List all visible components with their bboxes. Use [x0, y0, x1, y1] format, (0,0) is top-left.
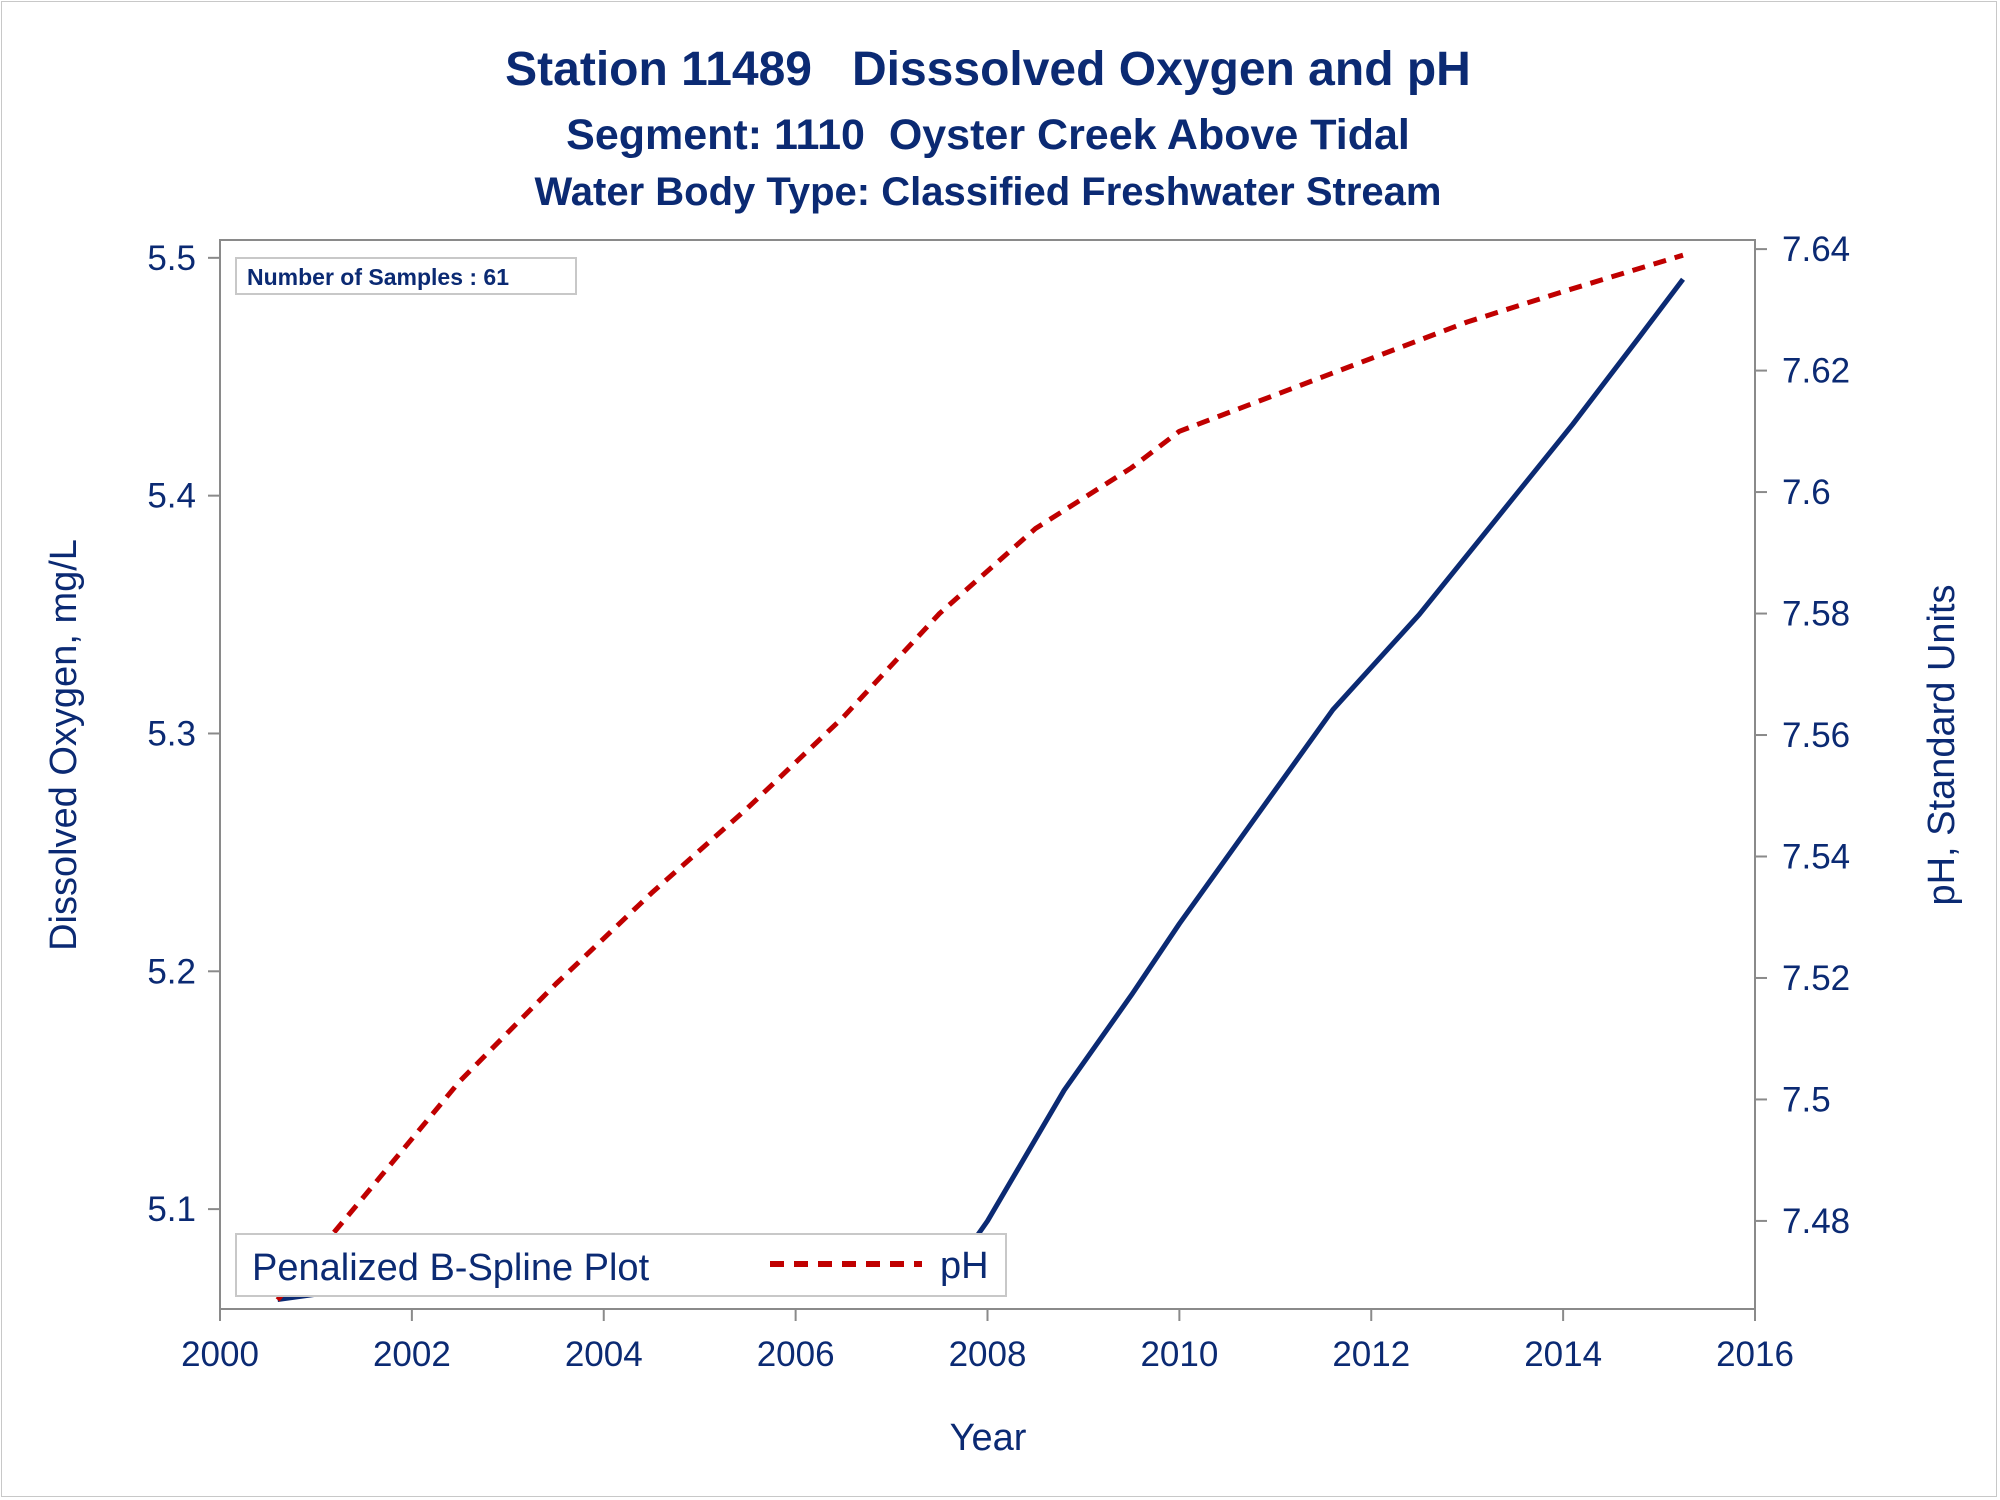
- y-tick-label: 5.3: [147, 714, 196, 753]
- series-line-ph: [275, 252, 1684, 1302]
- chart-subtitle: Segment: 1110 Oyster Creek Above Tidal: [566, 111, 1410, 159]
- y2-tick-label: 7.48: [1782, 1202, 1850, 1241]
- y2-tick-label: 7.5: [1782, 1080, 1831, 1119]
- x-tick-label: 2012: [1332, 1335, 1410, 1374]
- x-tick-label: 2002: [373, 1335, 451, 1374]
- plot-area: [219, 239, 1756, 1310]
- x-axis: 2000 2002 2004 2006 2008 2010 2012 2014 2016: [181, 1309, 1794, 1374]
- y2-tick-label: 7.52: [1782, 959, 1850, 998]
- x-tick-label: 2008: [949, 1335, 1027, 1374]
- y2-axis-label: pH, Standard Units: [1921, 584, 1963, 905]
- y2-tick-label: 7.64: [1782, 230, 1850, 269]
- chart-title: Station 11489 Disssolved Oxygen and pH: [505, 43, 1471, 96]
- legend-title: Penalized B-Spline Plot: [252, 1247, 650, 1289]
- y-tick-label: 5.2: [147, 952, 196, 991]
- y-tick-label: 5.1: [147, 1190, 196, 1229]
- y-tick-label: 5.5: [147, 239, 196, 278]
- y2-tick-label: 7.56: [1782, 716, 1850, 755]
- series-line-do: [277, 277, 1685, 1302]
- y2-tick-label: 7.6: [1782, 473, 1831, 512]
- x-tick-label: 2010: [1140, 1335, 1218, 1374]
- legend: Penalized B-Spline Plot pH: [235, 1233, 1007, 1297]
- y-axis-label: Dissolved Oxygen, mg/L: [43, 539, 85, 951]
- y2-tick-label: 7.54: [1782, 837, 1850, 876]
- x-tick-label: 2006: [757, 1335, 835, 1374]
- x-tick-label: 2000: [181, 1335, 259, 1374]
- y-tick-label: 5.4: [147, 477, 196, 516]
- inset-text: Number of Samples : 61: [247, 264, 509, 290]
- chart-subtitle-2: Water Body Type: Classified Freshwater S…: [535, 170, 1442, 214]
- x-axis-label: Year: [950, 1417, 1027, 1459]
- inset-box: [235, 257, 577, 295]
- x-tick-label: 2004: [565, 1335, 643, 1374]
- y-axis-right: 7.48 7.5 7.52 7.54 7.56 7.58 7.6 7.62 7.64: [1755, 230, 1850, 1241]
- sample-count-inset: Number of Samples : 61: [235, 257, 577, 295]
- x-tick-label: 2016: [1716, 1335, 1794, 1374]
- y2-tick-label: 7.62: [1782, 352, 1850, 391]
- legend-label-ph: pH: [940, 1245, 989, 1287]
- series-layer: [275, 252, 1685, 1302]
- x-tick-label: 2014: [1524, 1335, 1602, 1374]
- y2-tick-label: 7.58: [1782, 595, 1850, 634]
- y-axis-left: 5.1 5.2 5.3 5.4 5.5: [147, 239, 220, 1229]
